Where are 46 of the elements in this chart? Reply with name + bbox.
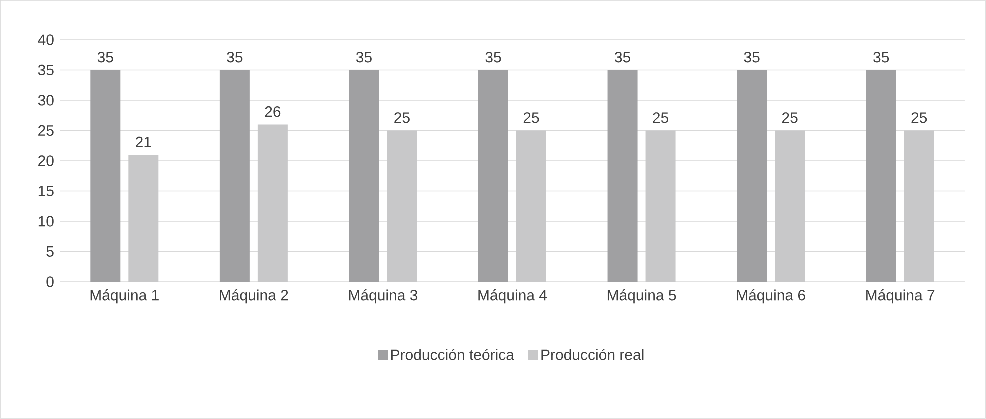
y-tick-label: 10	[38, 216, 54, 227]
y-tick-label: 25	[38, 125, 54, 136]
data-label: 35	[227, 52, 243, 63]
x-tick-label: Máquina 6	[737, 290, 806, 304]
data-label: 25	[524, 112, 540, 124]
bar	[387, 130, 418, 282]
bar	[866, 70, 896, 282]
x-tick-label: Máquina 1	[90, 290, 159, 304]
x-tick-label: Máquina 3	[349, 290, 418, 304]
data-label: 25	[653, 112, 668, 124]
bar	[349, 70, 380, 282]
x-tick-label: Máquina 2	[220, 290, 288, 304]
bar	[90, 70, 121, 282]
data-label: 35	[744, 52, 760, 63]
data-label: 35	[486, 52, 502, 63]
bar	[775, 130, 806, 282]
data-label: 35	[615, 52, 630, 63]
y-tick-label: 20	[38, 156, 54, 166]
bar	[478, 70, 508, 282]
data-label: 21	[136, 136, 152, 148]
y-tick-label: 30	[38, 95, 54, 106]
bar	[258, 124, 288, 282]
data-label: 35	[356, 52, 372, 63]
bar	[516, 130, 546, 282]
bar	[220, 70, 250, 282]
bar	[737, 70, 768, 282]
legend-label: Producción teórica	[391, 349, 514, 360]
bar	[128, 154, 159, 282]
y-tick-label: 35	[38, 64, 54, 76]
legend-label: Producción real	[542, 349, 644, 360]
y-tick-label: 15	[38, 186, 54, 196]
data-label: 35	[98, 52, 114, 63]
x-tick-label: Máquina 5	[608, 290, 676, 304]
bar	[904, 130, 934, 282]
data-label: 35	[874, 52, 890, 63]
bar	[646, 130, 676, 282]
data-label: 25	[782, 112, 798, 124]
y-tick-label: 5	[46, 246, 54, 257]
y-tick-label: 0	[46, 276, 54, 288]
data-label: 26	[265, 106, 281, 118]
x-tick-label: Máquina 4	[478, 290, 548, 304]
data-label: 25	[912, 112, 928, 124]
x-tick-label: Máquina 7	[866, 290, 935, 304]
y-tick-label: 40	[38, 34, 54, 46]
bar	[608, 70, 638, 282]
data-label: 25	[394, 112, 410, 124]
